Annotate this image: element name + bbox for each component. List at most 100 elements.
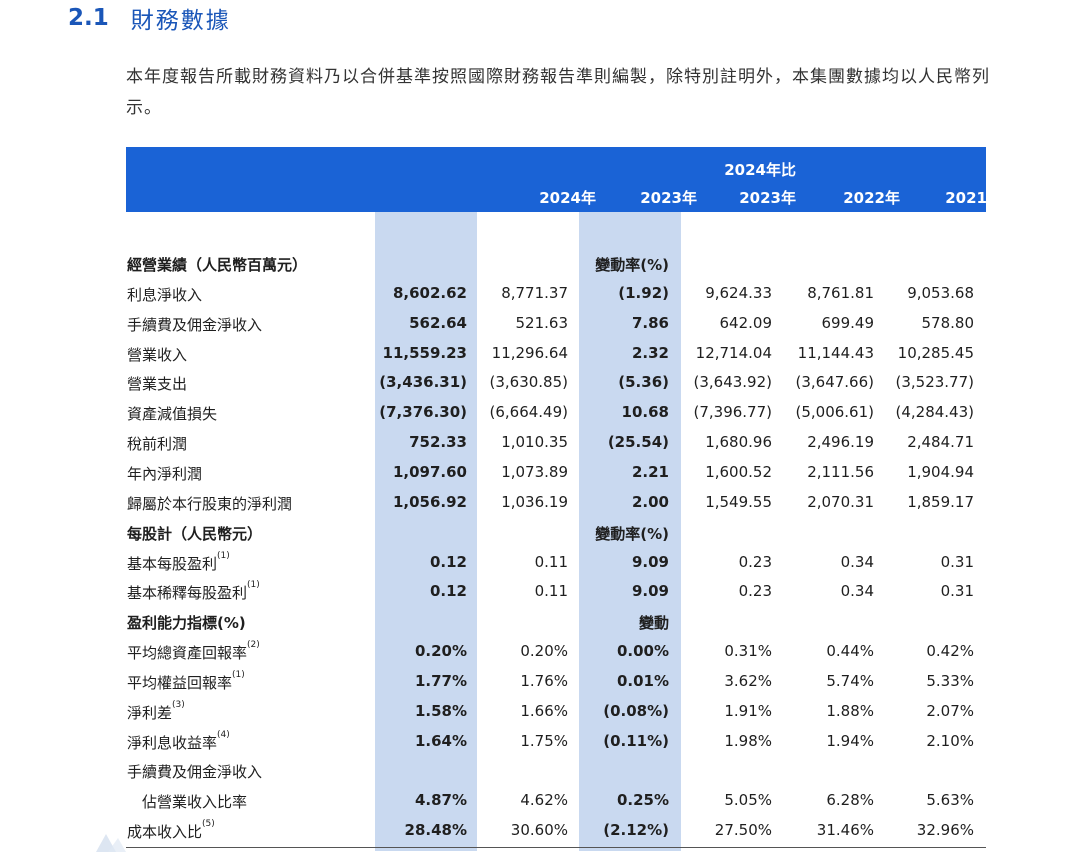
table-cell: (3,643.92) — [693, 373, 772, 392]
header-2023: 2023年 — [640, 189, 697, 207]
table-cell: 1.77% — [414, 671, 467, 690]
table-row: 資產減值損失 (7,376.30) (6,664.49) 10.68 (7,396.77… — [0, 398, 1080, 428]
table-cell: 變動率(%) — [595, 256, 669, 274]
table-cell: 1,600.52 — [705, 462, 772, 481]
table-cell: 0.11 — [534, 552, 568, 571]
page-corner-decoration — [96, 834, 126, 852]
table-cell: 1.98% — [724, 731, 772, 750]
table-cell: 28.48% — [404, 821, 467, 840]
table-cell: 0.01% — [616, 671, 669, 690]
table-cell: (0.08%) — [603, 701, 669, 720]
row-label: 手續費及佣金淨收入 — [127, 763, 263, 782]
table-cell: 31.46% — [816, 821, 874, 840]
table-cell: 2,484.71 — [907, 433, 974, 452]
table-cell: 8,602.62 — [392, 283, 467, 302]
table-cell: 1,680.96 — [705, 433, 772, 452]
table-row: 年內淨利潤 1,097.60 1,073.89 2.21 1,600.52 2,111.5… — [0, 458, 1080, 488]
row-label: 基本每股盈利(1) — [127, 550, 230, 573]
table-cell: 5.33% — [926, 671, 974, 690]
table-cell: 5.05% — [724, 791, 772, 810]
table-cell: (2.12%) — [603, 821, 669, 840]
table-cell: 11,296.64 — [491, 343, 568, 362]
table-cell: 1,549.55 — [705, 492, 772, 511]
table-cell: 2.07% — [926, 701, 974, 720]
table-row: 利息淨收入 8,602.62 8,771.37 (1.92) 9,624.33 8,761… — [0, 279, 1080, 309]
table-cell: (25.54) — [607, 433, 669, 452]
table-cell: 1.94% — [826, 731, 874, 750]
highlight-column-change — [579, 212, 681, 851]
table-cell: 10.68 — [621, 403, 669, 422]
table-cell: 5.63% — [926, 791, 974, 810]
table-cell: 9,053.68 — [907, 283, 974, 302]
table-cell: 752.33 — [409, 433, 467, 452]
table-cell: 0.11 — [534, 582, 568, 601]
table-cell: 2.21 — [631, 462, 669, 481]
table-cell: 0.00% — [616, 642, 669, 661]
table-cell: 5.74% — [826, 671, 874, 690]
table-cell: 30.60% — [510, 821, 568, 840]
row-label: 利息淨收入 — [127, 285, 203, 304]
table-cell: (3,647.66) — [795, 373, 874, 392]
table-cell: 1,904.94 — [907, 462, 974, 481]
table-cell: (4,284.43) — [895, 403, 974, 422]
table-cell: 0.31 — [940, 552, 974, 571]
table-row: 稅前利潤 752.33 1,010.35 (25.54) 1,680.96 2,496.1… — [0, 428, 1080, 458]
header-change-line1: 2024年比 — [724, 161, 796, 179]
row-label: 淨利息收益率(4) — [127, 729, 230, 752]
table-cell: (3,630.85) — [489, 373, 568, 392]
table-cell: 6.28% — [826, 791, 874, 810]
table-cell: 0.20% — [414, 642, 467, 661]
footnote-marker: (5) — [202, 819, 215, 830]
table-cell: 0.23 — [738, 552, 772, 571]
table-cell: 1,073.89 — [501, 462, 568, 481]
footnote-marker: (1) — [247, 580, 260, 591]
table-cell: 578.80 — [921, 313, 975, 332]
table-cell: 9.09 — [631, 552, 669, 571]
table-cell: 1,010.35 — [501, 433, 568, 452]
table-cell: 1.66% — [520, 701, 568, 720]
table-row: 平均權益回報率(1) 1.77% 1.76% 0.01% 3.62% 5.74% 5.33% — [0, 667, 1080, 697]
table-cell: 4.62% — [520, 791, 568, 810]
table-cell: 0.25% — [616, 791, 669, 810]
table-cell: 1,056.92 — [392, 492, 467, 511]
table-cell: 3.62% — [724, 671, 772, 690]
intro-paragraph: 本年度報告所載財務資料乃以合併基準按照國際財務報告準則編製，除特別註明外，本集團… — [126, 67, 990, 118]
section-number: 2.1 — [68, 5, 109, 31]
table-row: 淨利息收益率(4) 1.64% 1.75% (0.11%) 1.98% 1.94% 2.10… — [0, 727, 1080, 757]
table-cell: 521.63 — [515, 313, 569, 332]
row-label: 盈利能力指標(%) — [127, 614, 246, 633]
table-cell: 0.31% — [724, 642, 772, 661]
table-cell: 1.91% — [724, 701, 772, 720]
table-row: 營業支出 (3,436.31) (3,630.85) (5.36) (3,643.92)… — [0, 368, 1080, 398]
table-cell: 4.87% — [414, 791, 467, 810]
table-bottom-rule — [126, 847, 986, 848]
row-label: 營業支出 — [127, 375, 188, 394]
table-cell: 2,496.19 — [807, 433, 874, 452]
table-cell: (5,006.61) — [795, 403, 874, 422]
table-cell: 2.00 — [631, 492, 669, 511]
row-label: 每股計（人民幣元） — [127, 524, 263, 543]
row-label: 平均總資產回報率(2) — [127, 640, 260, 663]
row-label: 稅前利潤 — [127, 435, 188, 454]
table-cell: 0.42% — [926, 642, 974, 661]
table-section-row: 盈利能力指標(%) 變動 — [0, 607, 1080, 637]
table-section-row: 每股計（人民幣元） 變動率(%) — [0, 518, 1080, 548]
header-change-line2: 2023年 — [739, 189, 796, 207]
table-cell: 0.34 — [840, 552, 874, 571]
footnote-marker: (1) — [217, 550, 230, 561]
table-cell: 642.09 — [719, 313, 773, 332]
table-cell: (7,396.77) — [693, 403, 772, 422]
table-cell: 10,285.45 — [897, 343, 974, 362]
row-label: 基本稀釋每股盈利(1) — [127, 580, 260, 603]
table-cell: 1,036.19 — [501, 492, 568, 511]
row-label: 佔營業收入比率 — [127, 793, 248, 812]
table-row: 基本每股盈利(1) 0.12 0.11 9.09 0.23 0.34 0.31 — [0, 548, 1080, 578]
header-2022: 2022年 — [843, 189, 900, 207]
table-row: 成本收入比(5) 28.48% 30.60% (2.12%) 27.50% 31.46% 3… — [0, 816, 1080, 846]
table-row: 平均總資產回報率(2) 0.20% 0.20% 0.00% 0.31% 0.44% 0.42… — [0, 637, 1080, 667]
footnote-marker: (1) — [232, 669, 245, 680]
table-cell: 27.50% — [714, 821, 772, 840]
row-label: 歸屬於本行股東的淨利潤 — [127, 494, 293, 513]
table-cell: 0.31 — [940, 582, 974, 601]
row-label: 淨利差(3) — [127, 699, 185, 722]
